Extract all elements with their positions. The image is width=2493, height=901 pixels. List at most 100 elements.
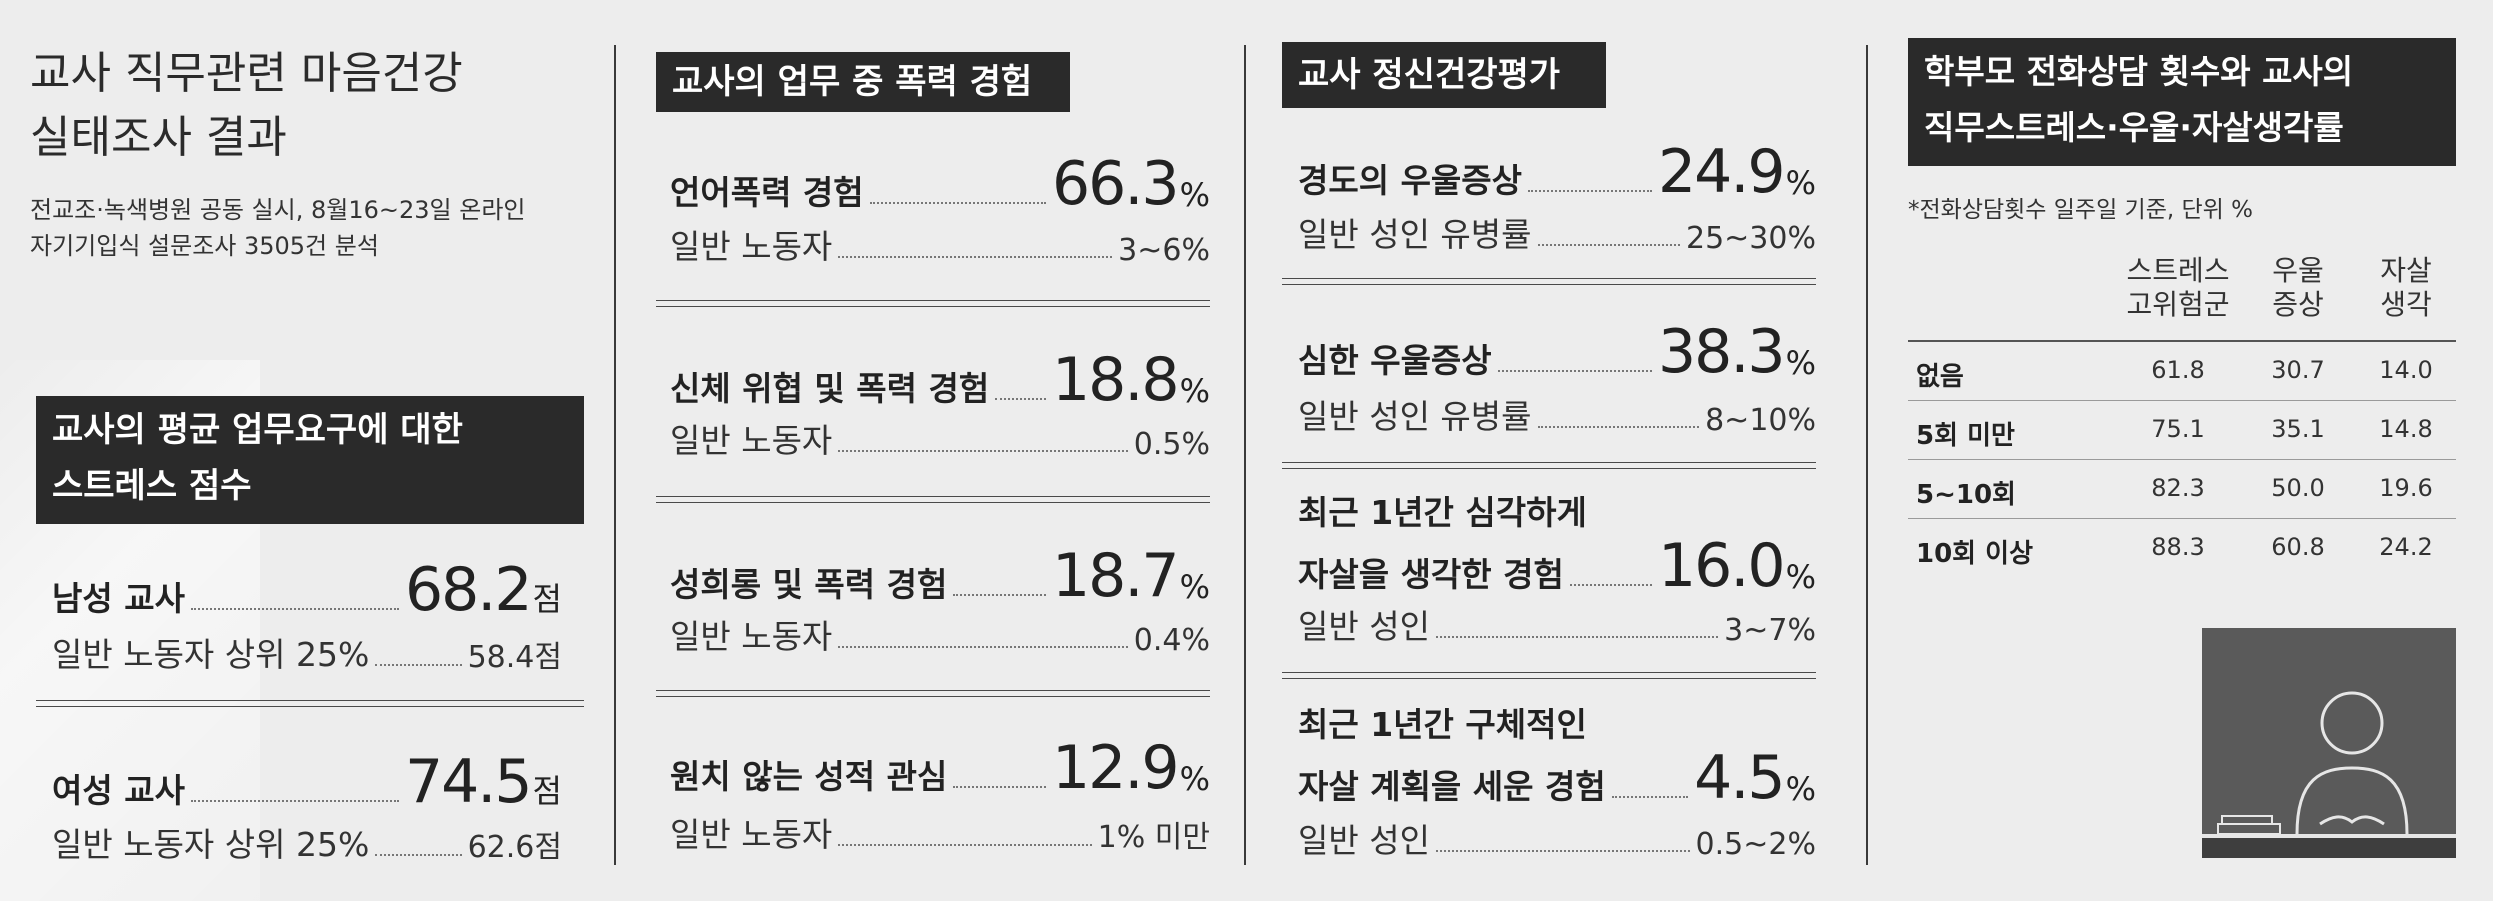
severe-depression-ref-row: 일반 성인 유병률 8~10% xyxy=(1298,390,1816,438)
stress-score-header-line1: 교사의 평균 업무요구에 대한 xyxy=(52,410,463,450)
leader-dots xyxy=(190,800,399,802)
reference-label: 일반 성인 xyxy=(1298,607,1430,646)
col-header-stress-line2: 고위험군 xyxy=(2126,288,2230,321)
male-teacher-label: 남성 교사 xyxy=(52,579,185,618)
divider xyxy=(36,700,584,707)
leader-dots xyxy=(1435,636,1719,638)
male-teacher-unit: 점 xyxy=(532,580,562,618)
table-rule xyxy=(1908,340,2456,342)
reference-value: 8~10% xyxy=(1705,403,1816,438)
teacher-at-desk-icon xyxy=(2202,628,2456,858)
table-note: *전화상담횟수 일주일 기준, 단위 % xyxy=(1908,197,2253,223)
physical-violence-unit: % xyxy=(1179,372,1210,410)
reference-value: 3~6% xyxy=(1118,233,1210,268)
column-violence: 교사의 업무 중 폭력 경험 언어폭력 경험 66.3 % 일반 노동자 3~6… xyxy=(630,0,1230,901)
suicidal-thought-ref-row: 일반 성인 3~7% xyxy=(1298,600,1816,648)
sexual-harassment-label: 성희롱 및 폭력 경험 xyxy=(670,565,948,604)
reference-value: 0.5~2% xyxy=(1695,827,1816,862)
mild-depression-ref-row: 일반 성인 유병률 25~30% xyxy=(1298,208,1816,256)
leader-dots xyxy=(375,664,462,666)
unwanted-attention-unit: % xyxy=(1179,760,1210,798)
leader-dots xyxy=(838,256,1113,258)
leader-dots xyxy=(1569,584,1652,586)
physical-violence-label: 신체 위협 및 폭력 경험 xyxy=(670,369,990,408)
suicidal-thought-label: 자살을 생각한 경험 xyxy=(1298,555,1564,594)
phone-counseling-header-line1: 학부모 전화상담 횟수와 교사의 xyxy=(1924,52,2354,91)
sexual-harassment-unit: % xyxy=(1179,568,1210,606)
leader-dots xyxy=(995,398,1046,400)
row-label: 없음 xyxy=(1916,362,1964,392)
column-mental-health: 교사 정신건강평가 경도의 우울증상 24.9 % 일반 성인 유병률 25~3… xyxy=(1258,0,1840,901)
mild-depression-row: 경도의 우울증상 24.9 % xyxy=(1298,142,1816,202)
female-teacher-value: 74.5 xyxy=(404,747,533,817)
male-teacher-row: 남성 교사 68.2 점 xyxy=(52,560,562,620)
cell-stress: 82.3 xyxy=(2151,474,2205,502)
reference-label: 일반 노동자 xyxy=(670,227,833,266)
suicidal-thought-value: 16.0 xyxy=(1658,531,1786,601)
reference-value: 1% 미만 xyxy=(1097,820,1210,855)
cell-depression: 35.1 xyxy=(2271,415,2325,443)
suicidal-thought-unit: % xyxy=(1785,558,1816,596)
cell-suicidal: 24.2 xyxy=(2379,533,2433,561)
leader-dots xyxy=(1497,370,1652,372)
cell-depression: 30.7 xyxy=(2271,356,2325,384)
phone-counseling-header-line2: 직무스트레스·우울·자살생각률 xyxy=(1924,108,2344,147)
unwanted-attention-label: 원치 않는 성적 관심 xyxy=(670,757,948,796)
suicide-plan-label-line1: 최근 1년간 구체적인 xyxy=(1298,705,1587,744)
male-teacher-value: 68.2 xyxy=(404,555,533,625)
leader-dots xyxy=(838,844,1092,846)
sexual-harassment-row: 성희롱 및 폭력 경험 18.7 % xyxy=(670,546,1210,606)
verbal-violence-label: 언어폭력 경험 xyxy=(670,173,864,212)
verbal-violence-unit: % xyxy=(1179,176,1210,214)
reference-value: 0.4% xyxy=(1133,623,1210,658)
physical-violence-ref-row: 일반 노동자 0.5% xyxy=(670,414,1210,462)
sexual-harassment-ref-row: 일반 노동자 0.4% xyxy=(670,610,1210,658)
col-header-stress-line1: 스트레스 xyxy=(2126,254,2230,287)
female-teacher-row: 여성 교사 74.5 점 xyxy=(52,752,562,812)
female-teacher-unit: 점 xyxy=(532,772,562,810)
col-header-depression-line1: 우울 xyxy=(2272,254,2324,287)
cell-depression: 60.8 xyxy=(2271,533,2325,561)
leader-dots xyxy=(1528,190,1652,192)
leader-dots xyxy=(1537,426,1700,428)
main-title-line1: 교사 직무관련 마음건강 xyxy=(30,48,463,99)
row-label: 10회 이상 xyxy=(1916,539,2033,569)
severe-depression-value: 38.3 xyxy=(1658,317,1786,387)
stress-score-header-line2: 스트레스 점수 xyxy=(52,466,252,506)
col-header-suicidal: 자살 생각 xyxy=(2356,254,2456,322)
leader-dots xyxy=(953,594,1046,596)
reference-label: 일반 성인 유병률 xyxy=(1298,215,1532,254)
mild-depression-unit: % xyxy=(1785,164,1816,202)
physical-violence-value: 18.8 xyxy=(1052,345,1180,415)
cell-suicidal: 14.8 xyxy=(2379,415,2433,443)
physical-violence-row: 신체 위협 및 폭력 경험 18.8 % xyxy=(670,350,1210,410)
violence-header: 교사의 업무 중 폭력 경험 xyxy=(656,52,1070,112)
suicide-plan-label: 자살 계획을 세운 경험 xyxy=(1298,767,1606,806)
severe-depression-unit: % xyxy=(1785,344,1816,382)
mild-depression-label: 경도의 우울증상 xyxy=(1298,161,1523,200)
suicide-plan-unit: % xyxy=(1785,770,1816,808)
leader-dots xyxy=(1611,796,1689,798)
counseling-table: 스트레스 고위험군 우울 증상 자살 생각 없음 61.8 30.7 14.0 xyxy=(1908,240,2456,577)
divider xyxy=(656,690,1210,697)
reference-label: 일반 노동자 xyxy=(670,617,833,656)
verbal-violence-value: 66.3 xyxy=(1052,149,1180,219)
cell-stress: 61.8 xyxy=(2151,356,2205,384)
female-reference-row: 일반 노동자 상위 25% 62.6점 xyxy=(52,818,562,866)
main-title-line2: 실태조사 결과 xyxy=(30,112,287,163)
verbal-violence-row: 언어폭력 경험 66.3 % xyxy=(670,154,1210,214)
unwanted-attention-row: 원치 않는 성적 관심 12.9 % xyxy=(670,738,1210,798)
column-stress-score: 교사 직무관련 마음건강 실태조사 결과 전교조·녹색병원 공동 실시, 8월1… xyxy=(0,0,610,901)
leader-dots xyxy=(1435,850,1690,852)
reference-label: 일반 성인 유병률 xyxy=(1298,397,1532,436)
table-row: 10회 이상 88.3 60.8 24.2 xyxy=(1908,519,2456,577)
mental-health-header: 교사 정신건강평가 xyxy=(1282,42,1606,108)
leader-dots xyxy=(869,202,1046,204)
leader-dots xyxy=(190,608,399,610)
reference-value: 0.5% xyxy=(1133,427,1210,462)
col-header-stress: 스트레스 고위험군 xyxy=(2108,254,2248,322)
table-header: 스트레스 고위험군 우울 증상 자살 생각 xyxy=(1908,240,2456,340)
leader-dots xyxy=(953,786,1046,788)
column-divider xyxy=(1866,45,1868,865)
severe-depression-label: 심한 우울증상 xyxy=(1298,341,1492,380)
